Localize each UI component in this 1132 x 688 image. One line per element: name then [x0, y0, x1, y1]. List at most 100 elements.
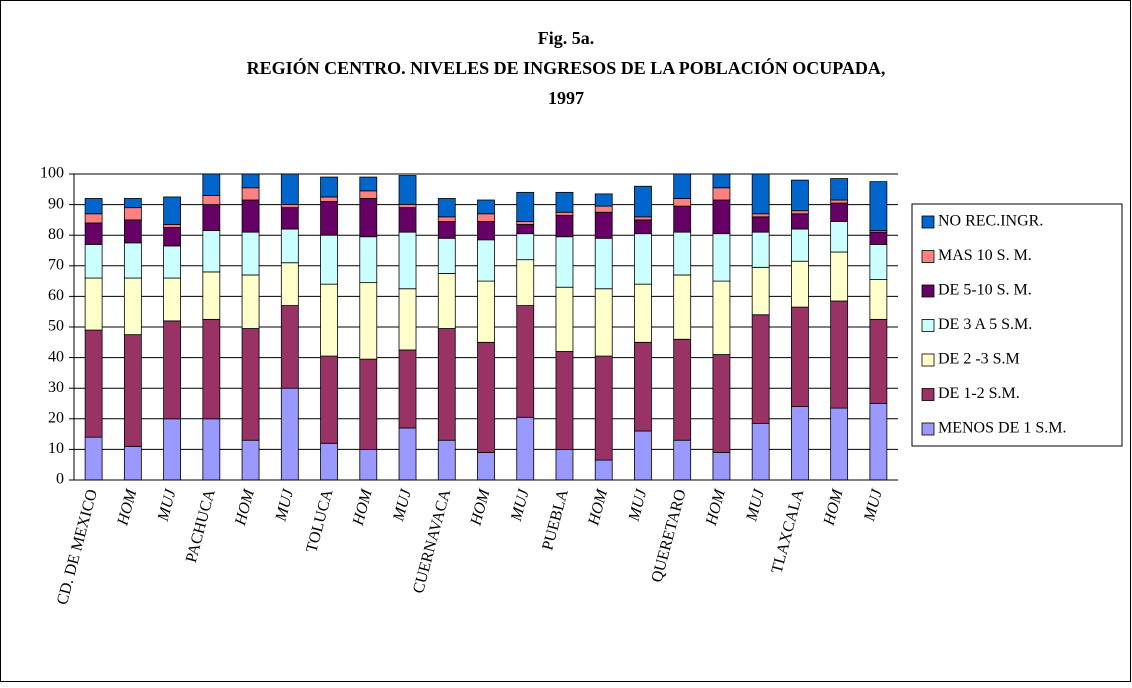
bar-segment [202, 195, 221, 205]
bar-segment [241, 328, 260, 441]
bar-segment [398, 204, 417, 209]
bar-segment [673, 439, 692, 481]
bar-segment [280, 305, 299, 389]
bar-segment [123, 198, 142, 209]
bar-segment [869, 318, 888, 404]
bar-segment [516, 416, 535, 481]
legend-label: NO REC.INGR. [938, 213, 1043, 230]
bar-segment [830, 202, 849, 222]
bar-segment [398, 349, 417, 429]
bar-segment [320, 196, 338, 202]
bar-segment [594, 211, 613, 239]
bar-segment [280, 207, 299, 230]
bar-segment [516, 224, 535, 235]
bar-segment [712, 199, 731, 235]
bar-segment [241, 439, 260, 481]
bar-segment [477, 452, 495, 481]
bar-segment [437, 273, 456, 329]
bar-segment [830, 199, 849, 204]
bar-segment [555, 214, 574, 238]
legend-label: DE 1-2 S.M. [938, 385, 1020, 402]
bar-segment [594, 288, 613, 357]
bar-segment [398, 231, 417, 290]
bar-segment [673, 205, 692, 233]
y-tick-label: 20 [48, 409, 64, 426]
legend-swatch [921, 422, 935, 436]
legend-label: MENOS DE 1 S.M. [938, 420, 1066, 437]
bar-segment [163, 227, 181, 247]
bar-segment [634, 430, 652, 481]
bar-segment [202, 318, 221, 420]
bar-segment [830, 300, 849, 409]
bar-segment [594, 355, 613, 461]
bar-segment [634, 233, 652, 285]
bar-segment [477, 199, 495, 215]
bar-segment [320, 201, 338, 236]
bar-segment [163, 320, 181, 420]
bar-segment [163, 418, 181, 481]
bar-segment [437, 221, 456, 239]
bar-segment [712, 452, 731, 481]
legend-label: DE 3 A 5 S.M. [938, 316, 1032, 333]
bar-segment [398, 427, 417, 481]
bar-segment [359, 448, 378, 481]
legend-swatch [921, 388, 935, 401]
bar-segment [359, 282, 378, 360]
bar-segment [123, 277, 142, 336]
bar-segment [673, 198, 692, 207]
bar-segment [634, 185, 652, 218]
y-tick-label: 60 [48, 287, 64, 304]
bar-segment [437, 439, 456, 481]
bar-segment [359, 198, 378, 238]
bar-segment [241, 199, 260, 233]
bar-segment [163, 277, 181, 322]
bar-segment [477, 239, 495, 282]
bar-segment [751, 314, 770, 424]
bar-segment [123, 207, 142, 221]
y-tick-label: 40 [48, 348, 64, 365]
bar-segment [280, 387, 299, 481]
bar-segment [241, 173, 260, 189]
bar-segment [202, 230, 221, 273]
bar-segment [241, 231, 260, 276]
bar-segment [791, 179, 809, 212]
bar-segment [123, 445, 142, 481]
bar-segment [516, 305, 535, 418]
bar-segment [477, 341, 495, 453]
legend-swatch [921, 319, 935, 332]
bar-segment [712, 233, 731, 282]
chart-title: Fig. 5a. [538, 28, 595, 48]
bar-segment [791, 213, 809, 230]
bar-segment [555, 286, 574, 352]
y-tick-label: 80 [48, 226, 64, 243]
bar-segment [280, 173, 299, 206]
chart-title: REGIÓN CENTRO. NIVELES DE INGRESOS DE LA… [247, 57, 886, 78]
bar-segment [477, 221, 495, 241]
y-tick-label: 50 [48, 318, 64, 335]
bar-segment [673, 173, 692, 199]
bar-segment [84, 198, 103, 215]
bar-segment [123, 219, 142, 244]
bar-segment [163, 196, 181, 225]
legend-label: DE 5-10 S. M. [938, 282, 1032, 299]
legend-swatch [921, 215, 935, 229]
bar-segment [516, 259, 535, 306]
bar-segment [555, 448, 574, 481]
bar-segment [84, 222, 103, 245]
bar-segment [84, 277, 103, 331]
y-tick-label: 100 [40, 165, 64, 182]
y-tick-label: 10 [48, 440, 64, 457]
bar-segment [202, 271, 221, 320]
y-tick-label: 0 [56, 471, 64, 488]
bar-segment [869, 403, 888, 481]
bar-segment [398, 207, 417, 233]
legend-label: DE 2 -3 S.M [938, 351, 1020, 368]
bar-segment [516, 233, 535, 261]
bar-segment [241, 274, 260, 329]
bar-segment [751, 231, 770, 268]
y-tick-label: 70 [48, 256, 64, 273]
bar-segment [84, 243, 103, 279]
bar-segment [516, 191, 535, 222]
bar-segment [751, 266, 770, 316]
